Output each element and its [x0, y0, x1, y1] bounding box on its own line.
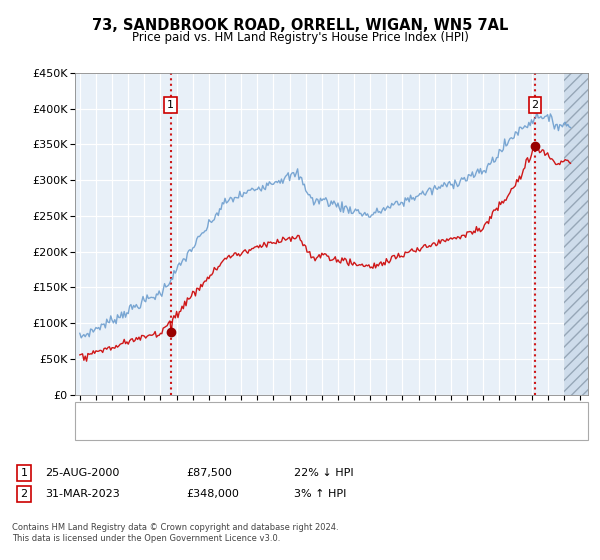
Text: 73, SANDBROOK ROAD, ORRELL, WIGAN, WN5 7AL: 73, SANDBROOK ROAD, ORRELL, WIGAN, WN5 7… — [92, 18, 508, 32]
Text: 2: 2 — [20, 489, 28, 499]
Text: 3% ↑ HPI: 3% ↑ HPI — [294, 489, 346, 499]
Text: 31-MAR-2023: 31-MAR-2023 — [45, 489, 120, 499]
Text: 1: 1 — [167, 100, 174, 110]
Text: £87,500: £87,500 — [186, 468, 232, 478]
Text: 73, SANDBROOK ROAD, ORRELL, WIGAN, WN5 7AL (detached house): 73, SANDBROOK ROAD, ORRELL, WIGAN, WN5 7… — [120, 407, 479, 417]
Text: 22% ↓ HPI: 22% ↓ HPI — [294, 468, 353, 478]
Text: £348,000: £348,000 — [186, 489, 239, 499]
Bar — [564, 73, 588, 395]
Text: 2: 2 — [532, 100, 538, 110]
Text: 1: 1 — [20, 468, 28, 478]
Text: Contains HM Land Registry data © Crown copyright and database right 2024.
This d: Contains HM Land Registry data © Crown c… — [12, 524, 338, 543]
Text: Price paid vs. HM Land Registry's House Price Index (HPI): Price paid vs. HM Land Registry's House … — [131, 31, 469, 44]
Text: 25-AUG-2000: 25-AUG-2000 — [45, 468, 119, 478]
Text: HPI: Average price, detached house, West Lancashire: HPI: Average price, detached house, West… — [120, 423, 398, 433]
